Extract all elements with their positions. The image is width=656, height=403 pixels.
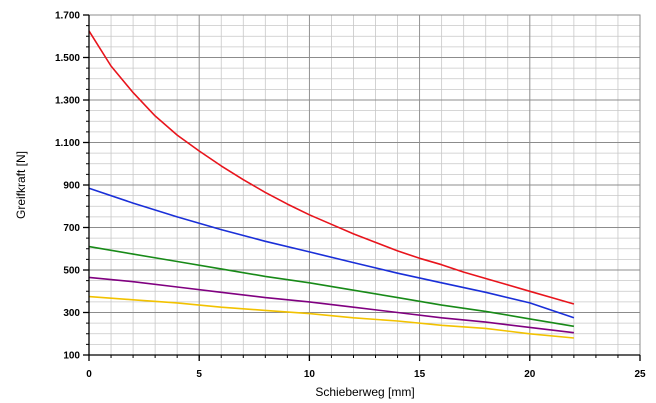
- y-tick-label: 100: [63, 351, 80, 362]
- series-line: [88, 245, 575, 328]
- y-tick-label: 1.300: [55, 96, 80, 107]
- y-tick-label: 1.500: [55, 53, 80, 64]
- y-axis-title: Greifkraft [N]: [14, 151, 28, 219]
- series-layer: [88, 30, 575, 339]
- series-line: [88, 295, 574, 339]
- x-tick-label: 0: [86, 369, 92, 380]
- series-line: [88, 187, 575, 319]
- x-tick-label: 10: [304, 369, 316, 380]
- x-tick-label: 20: [524, 369, 536, 380]
- y-tick-label: 700: [63, 223, 80, 234]
- y-tick-label: 1.100: [55, 138, 80, 149]
- y-tick-label: 300: [63, 308, 80, 319]
- y-tick-label: 900: [63, 181, 80, 192]
- series-line: [88, 276, 574, 334]
- x-tick-label: 25: [634, 369, 646, 380]
- y-tick-label: 1.700: [55, 11, 80, 22]
- major-grid: [88, 14, 641, 356]
- tick-labels: 0 5 10 15 20 25 100 300 500 700 900 1.100 1.300 1.500…: [55, 11, 646, 381]
- x-axis-title: Schieberweg [mm]: [315, 385, 414, 399]
- axes: [83, 14, 641, 361]
- y-tick-label: 500: [63, 266, 80, 277]
- x-tick-label: 15: [414, 369, 426, 380]
- series-line: [88, 30, 575, 305]
- x-tick-label: 5: [196, 369, 202, 380]
